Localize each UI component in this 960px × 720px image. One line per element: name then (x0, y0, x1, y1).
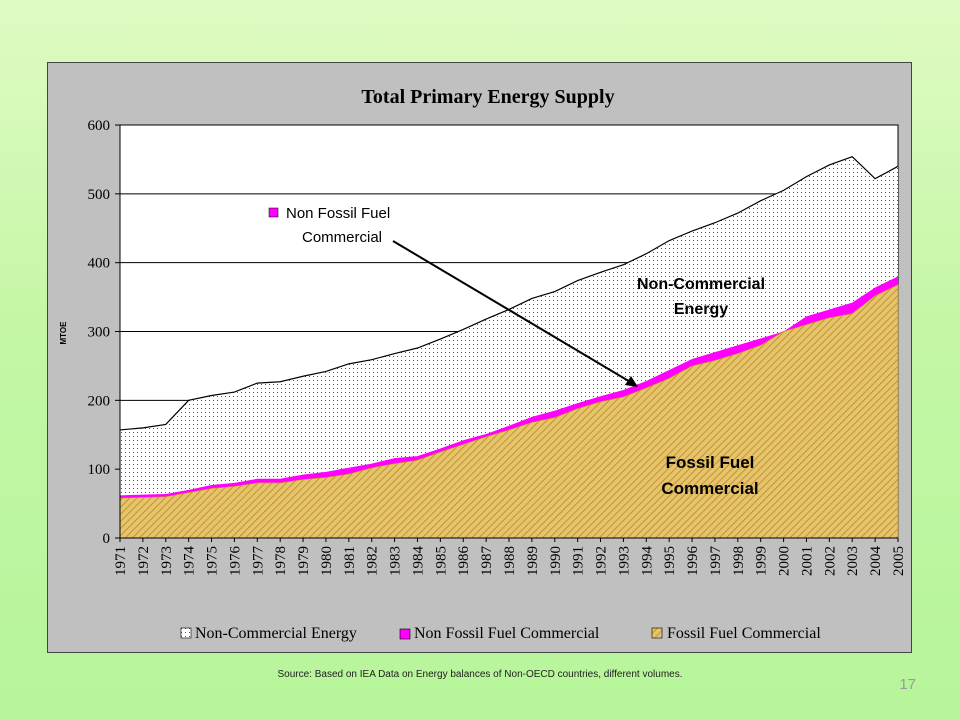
x-tick-label: 1975 (205, 546, 221, 576)
x-tick-label: 1981 (342, 546, 358, 576)
y-tick-label: 400 (88, 256, 111, 272)
non-commercial-label-line1: Non-Commercial (637, 276, 765, 293)
x-tick-label: 1983 (388, 546, 404, 576)
x-tick-label: 1998 (731, 546, 747, 576)
x-tick-label: 1971 (113, 546, 129, 576)
x-tick-label: 1997 (708, 546, 724, 577)
x-tick-label: 1996 (685, 546, 701, 577)
slide-number: 17 (899, 676, 916, 693)
y-tick-label: 600 (88, 118, 111, 134)
x-tick-label: 1994 (639, 546, 655, 577)
legend-swatch-non-commercial (180, 627, 192, 639)
y-axis-label: MTOE (59, 321, 68, 345)
legend-label-fossil: Fossil Fuel Commercial (667, 625, 821, 642)
non-fossil-callout-line1: Non Fossil Fuel (286, 205, 390, 222)
source-note: Source: Based on IEA Data on Energy bala… (277, 669, 683, 680)
area-non-commercial-energy (120, 156, 898, 496)
legend-swatch-fossil (651, 627, 663, 639)
callout-arrow (392, 240, 633, 384)
x-tick-label: 2004 (868, 546, 884, 577)
x-tick-label: 1974 (182, 546, 198, 577)
y-tick-label: 500 (88, 187, 111, 203)
y-tick-label: 200 (88, 393, 111, 409)
x-tick-label: 1992 (594, 546, 610, 576)
x-tick-label: 2005 (891, 546, 907, 576)
chart-svg: Total Primary Energy Supply 0 100 200 300 40… (59, 86, 908, 642)
x-tick-label: 1973 (159, 546, 175, 576)
x-tick-label: 1988 (502, 546, 518, 576)
y-tick-label: 100 (88, 462, 111, 478)
x-tick-label: 1977 (250, 546, 266, 577)
legend-label-non-fossil: Non Fossil Fuel Commercial (414, 625, 600, 642)
y-tick-label: 300 (88, 325, 111, 341)
non-fossil-callout-line2: Commercial (302, 229, 382, 246)
x-tick-label: 1985 (433, 546, 449, 576)
x-tick-label: 1995 (662, 546, 678, 576)
x-tick-label: 2000 (777, 546, 793, 576)
x-tick-label: 1978 (273, 546, 289, 576)
x-tick-label: 2001 (799, 546, 815, 576)
x-tick-label: 1972 (136, 546, 152, 576)
x-tick-label: 1980 (319, 546, 335, 576)
x-tick-label: 1982 (365, 546, 381, 576)
x-tick-label: 1984 (410, 546, 426, 577)
x-tick-label: 1991 (571, 546, 587, 576)
non-fossil-callout-swatch (268, 207, 279, 218)
x-tick-label: 1979 (296, 546, 312, 576)
legend: Non-Commercial Energy Non Fossil Fuel Co… (180, 625, 821, 642)
y-tick-label: 0 (103, 531, 111, 547)
legend-label-non-commercial: Non-Commercial Energy (195, 625, 357, 642)
x-tick-label: 1989 (525, 546, 541, 576)
chart-title: Total Primary Energy Supply (361, 86, 614, 108)
non-commercial-label-line2: Energy (674, 301, 728, 318)
legend-swatch-non-fossil (399, 628, 411, 640)
fossil-label-line2: Commercial (661, 479, 758, 498)
fossil-label-line1: Fossil Fuel (666, 453, 755, 472)
x-tick-label: 1987 (479, 546, 495, 577)
x-tick-label: 1993 (616, 546, 632, 576)
x-tick-label: 1999 (754, 546, 770, 576)
x-tick-label: 1990 (548, 546, 564, 576)
x-tick-label: 2003 (845, 546, 861, 576)
x-tick-label: 1976 (227, 546, 243, 577)
chart-frame: Total Primary Energy Supply 0 100 200 300 40… (47, 62, 912, 653)
x-tick-label: 1986 (456, 546, 472, 577)
callout-arrowhead (625, 376, 638, 387)
x-tick-label: 2002 (822, 546, 838, 576)
axis-layer: 0 100 200 300 400 500 600 1971 1972 1973 1974 1975 1… (88, 118, 908, 576)
